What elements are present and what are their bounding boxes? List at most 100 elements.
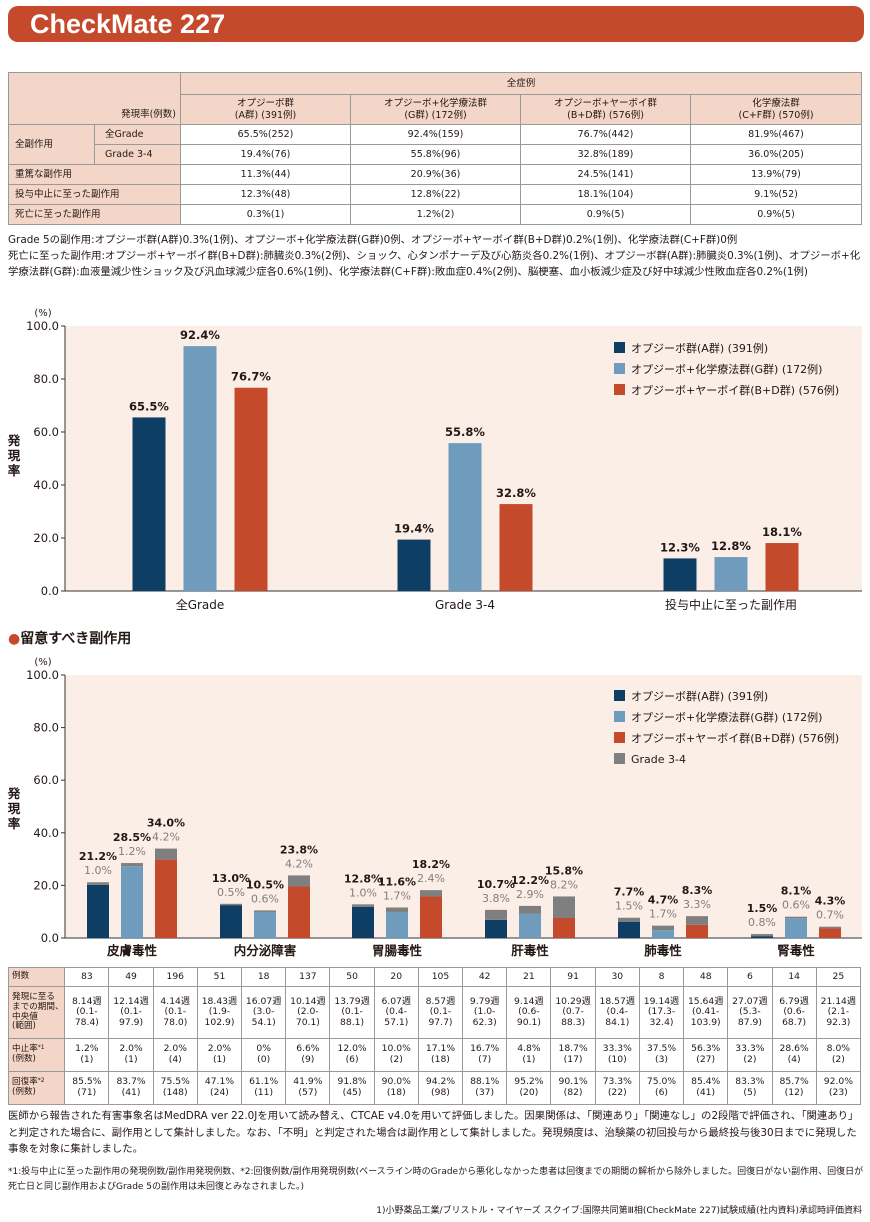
stats-cell-line: 37.5% — [646, 1043, 677, 1055]
stats-cell-line: (1) — [212, 1054, 226, 1065]
footnote-marks: *1:投与中止に至った副作用の発現例数/副作用発現例数、*2:回復例数/副作用発… — [8, 1167, 864, 1192]
data-label: 12.8% — [711, 539, 751, 553]
data-label: 15.8% — [545, 864, 583, 877]
stats-cell-line: 75.0% — [646, 1076, 677, 1088]
stats-cell: 83.7% (41) — [108, 1071, 154, 1105]
summary-cell: 92.4%(159) — [350, 124, 522, 145]
y-tick-label: 60.0 — [33, 773, 59, 787]
data-label-grade34: 0.5% — [217, 886, 245, 899]
legend-swatch — [614, 690, 625, 701]
y-tick-label: 80.0 — [33, 721, 59, 735]
data-label-grade34: 8.2% — [550, 878, 578, 891]
stats-cell-line: (7) — [478, 1054, 492, 1065]
stats-cell-line: (11) — [254, 1087, 274, 1098]
bar — [420, 896, 442, 938]
stats-cell-line: (2) — [389, 1054, 403, 1065]
stats-cell-line: 18 — [257, 970, 270, 982]
stats-cell-line: 6.6% — [296, 1043, 320, 1055]
stats-cell-line: 10.0% — [381, 1043, 411, 1055]
data-label: 19.4% — [394, 522, 434, 536]
stats-cell-line: (2) — [831, 1054, 845, 1065]
data-label: 18.2% — [412, 858, 450, 871]
stats-cell: 83 — [64, 967, 110, 987]
data-label-grade34: 0.8% — [748, 916, 776, 929]
bar-grade34 — [87, 882, 109, 885]
y-tick-label: 80.0 — [33, 372, 59, 386]
data-label: 12.8% — [344, 872, 382, 885]
legend-item: Grade 3-4 — [631, 753, 686, 766]
stats-cell-line: 103.9) — [690, 1016, 721, 1028]
row-label: 重篤な副作用 — [7, 164, 182, 185]
column-header-line1: オプジーボ+化学療法群 — [384, 98, 487, 110]
summary-row: Grade 3-4 19.4%(76) 55.8%(96) 32.8%(189) 36.… — [9, 144, 863, 165]
stats-cell-line: 14 — [788, 970, 800, 982]
stats-cell-line: 78.0) — [163, 1016, 188, 1028]
stats-cell: 12.14週 (0.1- 97.9) — [108, 986, 154, 1039]
stats-cell: 21 — [506, 967, 552, 987]
stats-cell-line: 92.0% — [823, 1076, 853, 1088]
legend-item: オプジーボ群(A群) (391例) — [631, 689, 768, 703]
stats-cell-line: 13.79週 — [334, 995, 370, 1007]
stats-cell-line: 50 — [346, 970, 358, 982]
bar-grade34 — [254, 910, 276, 912]
data-label-grade34: 0.6% — [782, 899, 810, 912]
summary-cell: 11.3%(44) — [180, 164, 352, 185]
section-title: ●留意すべき副作用 — [8, 628, 131, 648]
legend-swatch — [614, 711, 625, 722]
summary-cell: 81.9%(467) — [690, 124, 863, 145]
stats-cell-line: 10.14週 — [290, 995, 326, 1007]
stats-row-label: 例数 — [7, 967, 66, 987]
stats-cell-line: 12.14週 — [113, 995, 149, 1007]
stats-cell: 8.14週 (0.1- 78.4) — [64, 986, 110, 1039]
stats-cell: 4.8% (1) — [506, 1038, 552, 1072]
y-tick-label: 40.0 — [33, 826, 59, 840]
stats-cell-line: (5.3- — [739, 1006, 761, 1018]
stats-cell: 1.2% (1) — [64, 1038, 110, 1072]
legend-item: オプジーボ群(A群) (391例) — [631, 341, 768, 355]
stats-cell-line: (20) — [519, 1087, 539, 1098]
bar-grade34 — [618, 917, 640, 922]
stats-cell: 6.79週 (0.6- 68.7) — [771, 986, 817, 1039]
stats-cell: 13.79週 (0.1- 88.1) — [329, 986, 375, 1039]
bar — [220, 905, 242, 938]
corner-label: 発現率(例数) — [7, 72, 182, 125]
stats-row-label-line: 発現に至る — [12, 991, 55, 1002]
stats-cell: 85.4% (41) — [683, 1071, 729, 1105]
stats-cell-line: (24) — [210, 1087, 229, 1098]
column-header: オプジーボ+化学療法群 (G群) (172例) — [350, 94, 522, 125]
data-label: 10.5% — [246, 878, 284, 891]
stats-cell-line: 88.1% — [470, 1076, 500, 1088]
bar — [652, 930, 674, 938]
stats-cell-line: (82) — [563, 1087, 583, 1098]
x-category-label: 肝毒性 — [511, 943, 549, 958]
bullet-icon: ● — [8, 631, 21, 647]
stats-cell-line: (1.0- — [473, 1006, 496, 1018]
bar — [499, 504, 533, 591]
data-label-grade34: 2.4% — [417, 872, 445, 885]
note-death: 死亡に至った副作用:オプジーボ+ヤーボイ群(B+D群):肺臓炎0.3%(2例)、… — [8, 250, 861, 278]
stats-cell-line: 90.0% — [381, 1076, 411, 1088]
summary-cell: 13.9%(79) — [690, 164, 863, 185]
stats-row-label-line: 例数 — [12, 971, 30, 982]
stats-cell-line: 68.7) — [782, 1016, 807, 1028]
stats-cell: 49 — [108, 967, 154, 987]
stats-cell-line: (4) — [787, 1054, 801, 1065]
stats-cell-line: 32.4) — [649, 1016, 674, 1028]
stats-cell-line: 18.7% — [558, 1043, 588, 1055]
stats-cell-line: (1) — [522, 1054, 536, 1065]
stats-cell-line: 88.3) — [561, 1016, 586, 1028]
footnote-mark: *1 — [37, 1044, 45, 1052]
stats-cell-line: 49 — [125, 970, 137, 982]
stats-cell-line: 2.0% — [119, 1043, 143, 1055]
stats-cell-line: (1) — [80, 1054, 94, 1065]
chart-specific-svg: 0.020.040.060.080.0100.0(%)発現率21.2%1.0%1… — [7, 657, 862, 958]
data-label-grade34: 2.9% — [516, 888, 544, 901]
stats-cell-line: 6 — [746, 970, 753, 982]
bar — [254, 911, 276, 938]
stats-cell-line: 91 — [567, 970, 579, 982]
x-category-label: 腎毒性 — [777, 943, 815, 958]
stats-cell: 20 — [373, 967, 419, 987]
stats-cell-line: 105 — [431, 970, 450, 982]
y-axis-label-char: 率 — [8, 816, 21, 831]
stats-cell: 91 — [550, 967, 596, 987]
